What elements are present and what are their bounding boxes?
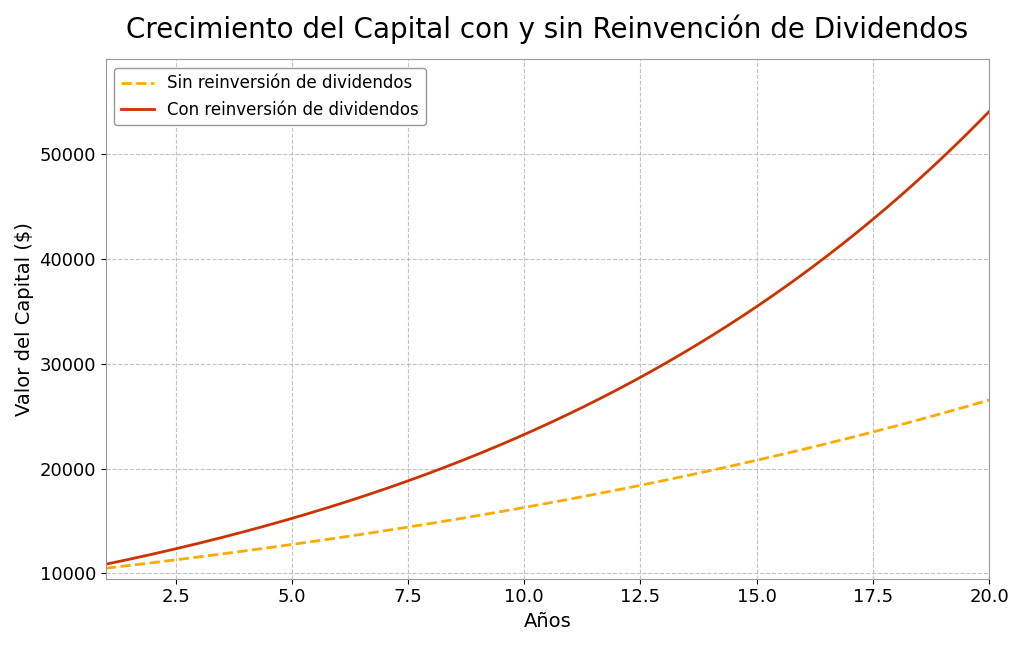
Con reinversión de dividendos [962,129,974,137]
Con reinversión de dividendos [519,430,531,438]
Legend: Sin reinversión de dividendos, Con reinversión de dividendos: Sin reinversión de dividendos, Con reinv… [114,68,426,125]
Sin reinversión de dividendos [519,503,531,511]
Con reinversión de dividendos [99,560,112,568]
Con reinversión de dividendos [823,250,836,258]
Con reinversión de dividendos [983,108,995,116]
Sin reinversión de dividendos [578,493,590,501]
X-axis label: Años: Años [523,612,571,631]
Line: Sin reinversión de dividendos: Sin reinversión de dividendos [105,400,989,568]
Sin reinversión de dividendos [626,483,638,491]
Sin reinversión de dividendos [983,396,995,404]
Sin reinversión de dividendos [99,565,112,572]
Y-axis label: Valor del Capital ($): Valor del Capital ($) [15,222,34,416]
Line: Con reinversión de dividendos: Con reinversión de dividendos [105,112,989,564]
Sin reinversión de dividendos [823,439,836,447]
Sin reinversión de dividendos [962,402,974,410]
Con reinversión de dividendos [578,403,590,411]
Title: Crecimiento del Capital con y sin Reinvención de Dividendos: Crecimiento del Capital con y sin Reinve… [126,15,969,45]
Con reinversión de dividendos [626,378,638,386]
Con reinversión de dividendos [524,428,537,435]
Sin reinversión de dividendos [524,503,537,510]
